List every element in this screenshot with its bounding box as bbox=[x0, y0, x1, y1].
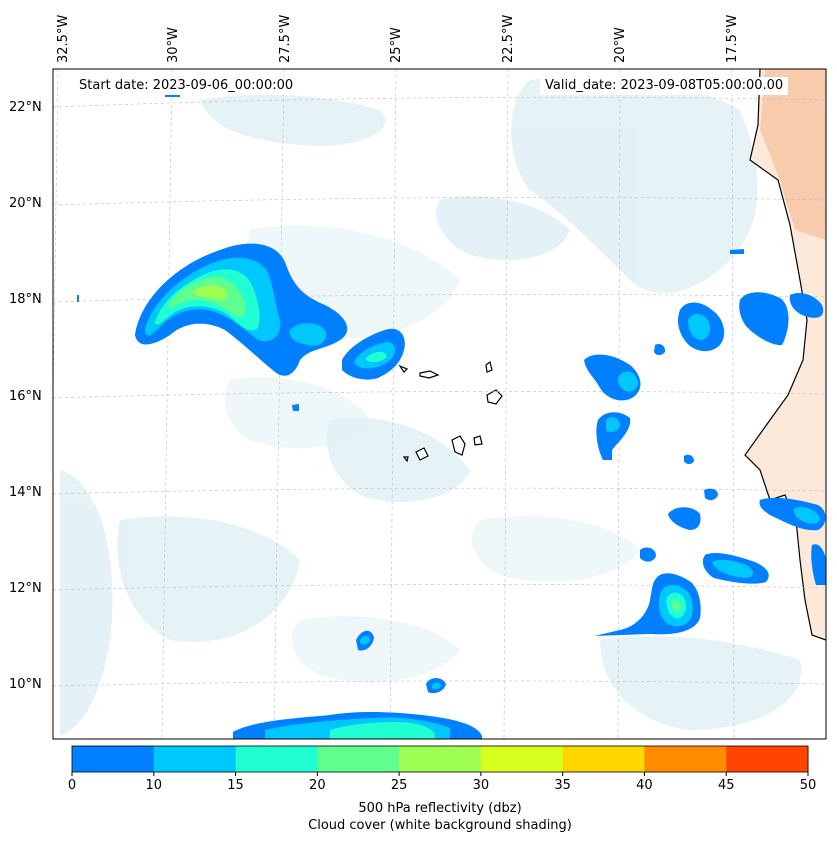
map-frame bbox=[52, 68, 827, 740]
sahara-shading bbox=[760, 69, 826, 240]
colorbar-swatch bbox=[317, 746, 400, 772]
colorbar-tick-label: 20 bbox=[309, 778, 326, 793]
colorbar-swatch bbox=[72, 746, 155, 772]
cape-verde-islands bbox=[398, 360, 503, 463]
colorbar: 0 10 15 20 25 30 35 40 45 50 bbox=[68, 745, 817, 793]
cloud-cover-shading bbox=[60, 76, 802, 735]
colorbar-swatch bbox=[726, 746, 809, 772]
lat-label-16n: 16°N bbox=[9, 389, 42, 404]
coastline bbox=[744, 69, 826, 641]
colorbar-tick-label: 0 bbox=[68, 778, 76, 793]
colorbar-tick-label: 45 bbox=[718, 778, 735, 793]
lon-label-20w: 20°W bbox=[613, 27, 628, 63]
lat-label-20n: 20°N bbox=[9, 196, 42, 211]
reflectivity-cluster-northwest bbox=[135, 243, 348, 376]
lon-label-25w: 25°W bbox=[389, 27, 404, 63]
reflectivity-band-south bbox=[233, 712, 482, 739]
colorbar-tick-label: 35 bbox=[554, 778, 571, 793]
colorbar-tick-label: 15 bbox=[227, 778, 244, 793]
colorbar-swatch bbox=[399, 746, 482, 772]
colorbar-swatch bbox=[480, 746, 564, 772]
colorbar-tick-label: 30 bbox=[473, 778, 490, 793]
lat-label-22n: 22°N bbox=[9, 100, 42, 115]
lat-labels: 22°N 20°N 18°N 16°N 14°N 12°N 10°N bbox=[9, 100, 42, 692]
colorbar-swatch bbox=[562, 746, 645, 772]
valid-date-label: Valid_date: 2023-09-08T05:00:00.00 bbox=[540, 77, 789, 95]
colorbar-tick-label: 40 bbox=[636, 778, 653, 793]
lon-label-27.5w: 27.5°W bbox=[278, 15, 293, 63]
colorbar-frame bbox=[71, 745, 809, 773]
colorbar-swatch bbox=[153, 746, 237, 772]
colorbar-subtitle: Cloud cover (white background shading) bbox=[308, 818, 572, 833]
colorbar-title: 500 hPa reflectivity (dbz) bbox=[358, 801, 522, 816]
lon-labels: 32.5°W 30°W 27.5°W 25°W 22.5°W 20°W 17.5… bbox=[56, 15, 740, 63]
lat-label-14n: 14°N bbox=[9, 485, 42, 500]
lat-label-12n: 12°N bbox=[9, 581, 42, 596]
lat-label-10n: 10°N bbox=[9, 677, 42, 692]
lon-label-22.5w: 22.5°W bbox=[501, 15, 516, 63]
reflectivity-cluster-central bbox=[342, 328, 405, 380]
colorbar-tick-label: 50 bbox=[800, 778, 817, 793]
colorbar-tick-label: 10 bbox=[146, 778, 163, 793]
colorbar-tick-label: 25 bbox=[391, 778, 408, 793]
colorbar-swatch bbox=[235, 746, 318, 772]
start-date-label: Start date: 2023-09-06_00:00:00 bbox=[74, 77, 299, 95]
lat-label-18n: 18°N bbox=[9, 292, 42, 307]
reflectivity-cluster-southeast bbox=[594, 573, 701, 636]
reflectivity-coastal-cells bbox=[77, 95, 826, 694]
lon-label-30w: 30°W bbox=[166, 27, 181, 63]
lon-label-17.5w: 17.5°W bbox=[725, 15, 740, 63]
colorbar-swatch bbox=[644, 746, 727, 772]
lon-label-32.5w: 32.5°W bbox=[56, 15, 71, 63]
